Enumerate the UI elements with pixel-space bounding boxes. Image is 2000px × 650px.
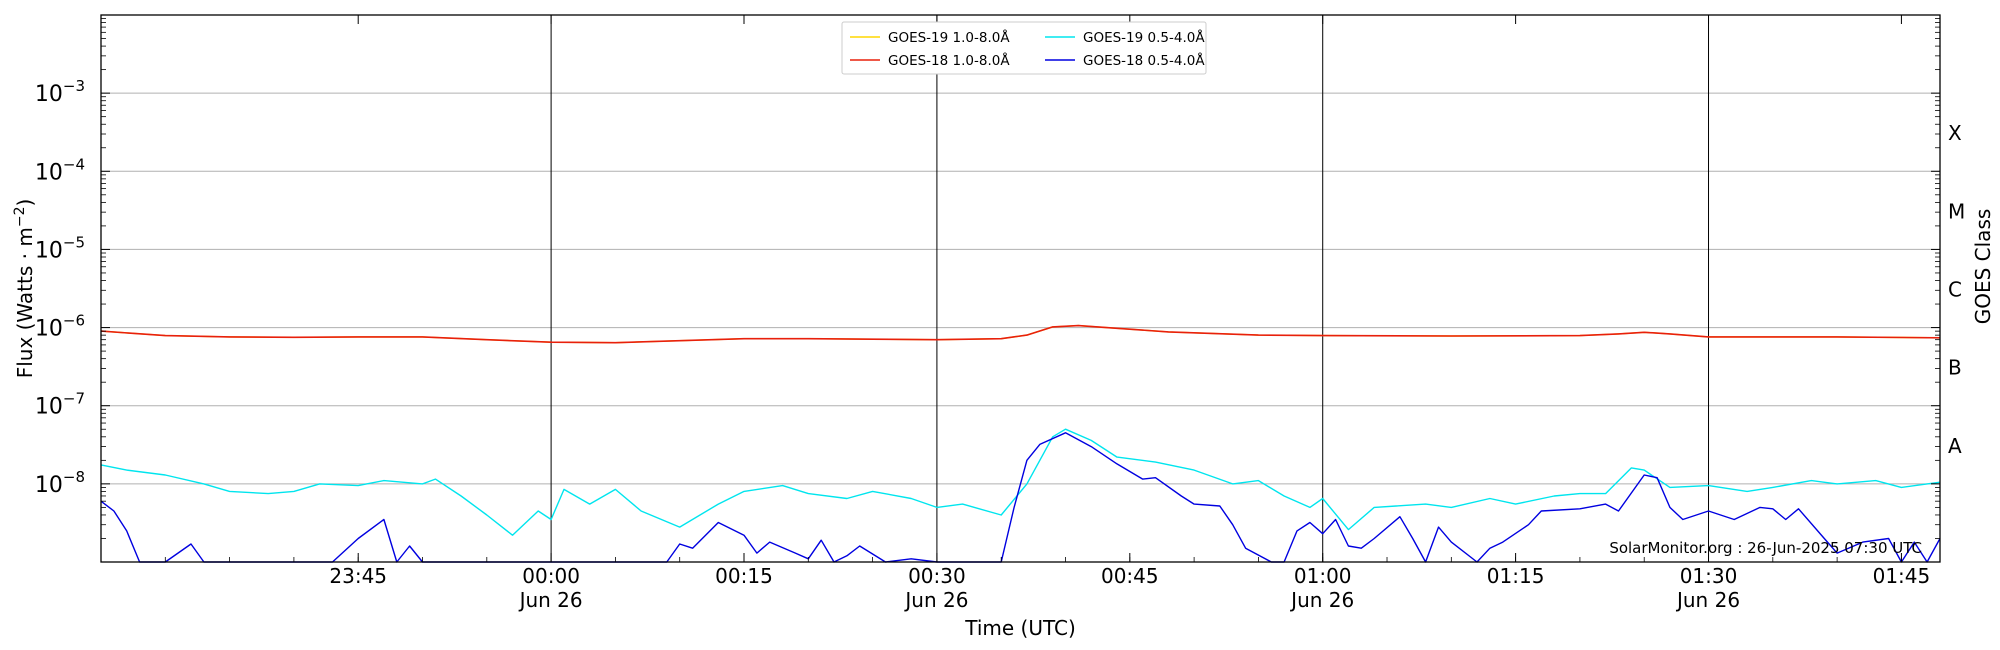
goes-class-B: B [1948, 356, 1962, 380]
xtick-label-0: 23:45 [329, 564, 387, 588]
legend-label-2: GOES-19 0.5-4.0Å [1083, 29, 1205, 46]
goes-class-M: M [1948, 199, 1965, 223]
ytick-base: 10 [35, 238, 63, 263]
goes-class-C: C [1948, 278, 1962, 302]
ytick-base: 10 [35, 82, 63, 107]
source-annotation: SolarMonitor.org : 26-Jun-2025 07:30 UTC [1609, 539, 1922, 557]
xtick-label-1: 00:00 [522, 564, 580, 588]
series-line-3 [100, 432, 1941, 563]
ytick-label-2: 10−5 [35, 233, 85, 263]
xtick-label-3: 00:30 [908, 564, 966, 588]
ytick-exponent: −6 [63, 312, 85, 330]
ytick-exponent: −7 [63, 390, 85, 408]
xtick-label-6: 01:15 [1487, 564, 1545, 588]
y-axis-label: Flux (Watts · m−2) [12, 199, 37, 379]
xtick-label-2: 00:15 [715, 564, 773, 588]
ytick-base: 10 [35, 473, 63, 498]
goes-class-A: A [1948, 434, 1962, 458]
x-axis-label: Time (UTC) [964, 616, 1076, 640]
legend-label-1: GOES-18 1.0-8.0Å [888, 52, 1010, 69]
legend-label-0: GOES-19 1.0-8.0Å [888, 29, 1010, 46]
goes-class-axis-label: GOES Class [1971, 209, 1995, 325]
day-boundary-lines [550, 15, 1710, 562]
xtick-sublabel-1: Jun 26 [518, 588, 583, 612]
ytick-base: 10 [35, 395, 63, 420]
y-axis-label-close: ) [13, 199, 37, 207]
ytick-label-5: 10−8 [35, 468, 85, 498]
y-axis-label-exponent: −2 [12, 207, 28, 228]
ytick-exponent: −5 [63, 233, 85, 251]
xtick-sublabel-3: Jun 26 [903, 588, 968, 612]
legend-box [841, 21, 1207, 75]
xtick-label-7: 01:30 [1680, 564, 1738, 588]
ytick-exponent: −3 [63, 77, 85, 95]
ytick-label-0: 10−3 [35, 77, 85, 107]
ytick-exponent: −4 [63, 155, 85, 173]
y-axis-label-main: Flux (Watts [13, 266, 37, 379]
ytick-base: 10 [35, 160, 63, 185]
legend-label-3: GOES-18 0.5-4.0Å [1083, 52, 1205, 69]
xtick-label-8: 01:45 [1873, 564, 1931, 588]
xtick-sublabel-5: Jun 26 [1289, 588, 1354, 612]
ytick-label-3: 10−6 [35, 312, 85, 342]
axis-ticks [100, 15, 1940, 562]
ytick-base: 10 [35, 317, 63, 342]
series-line-1 [100, 324, 1941, 344]
plot-frame [100, 14, 1941, 563]
ytick-label-4: 10−7 [35, 390, 85, 420]
xtick-label-5: 01:00 [1294, 564, 1352, 588]
xtick-sublabel-7: Jun 26 [1675, 588, 1740, 612]
series-lines [100, 324, 1941, 563]
xtick-label-4: 00:45 [1101, 564, 1159, 588]
y-axis-label-unit: m [13, 227, 37, 246]
legend: GOES-19 1.0-8.0Å GOES-18 1.0-8.0Å GOES-19 … [841, 21, 1207, 75]
y-axis-label-dot: · [13, 247, 37, 266]
goes-class-X: X [1948, 121, 1962, 145]
ytick-label-1: 10−4 [35, 155, 85, 185]
ytick-exponent: −8 [63, 468, 85, 486]
series-line-2 [100, 428, 1941, 536]
